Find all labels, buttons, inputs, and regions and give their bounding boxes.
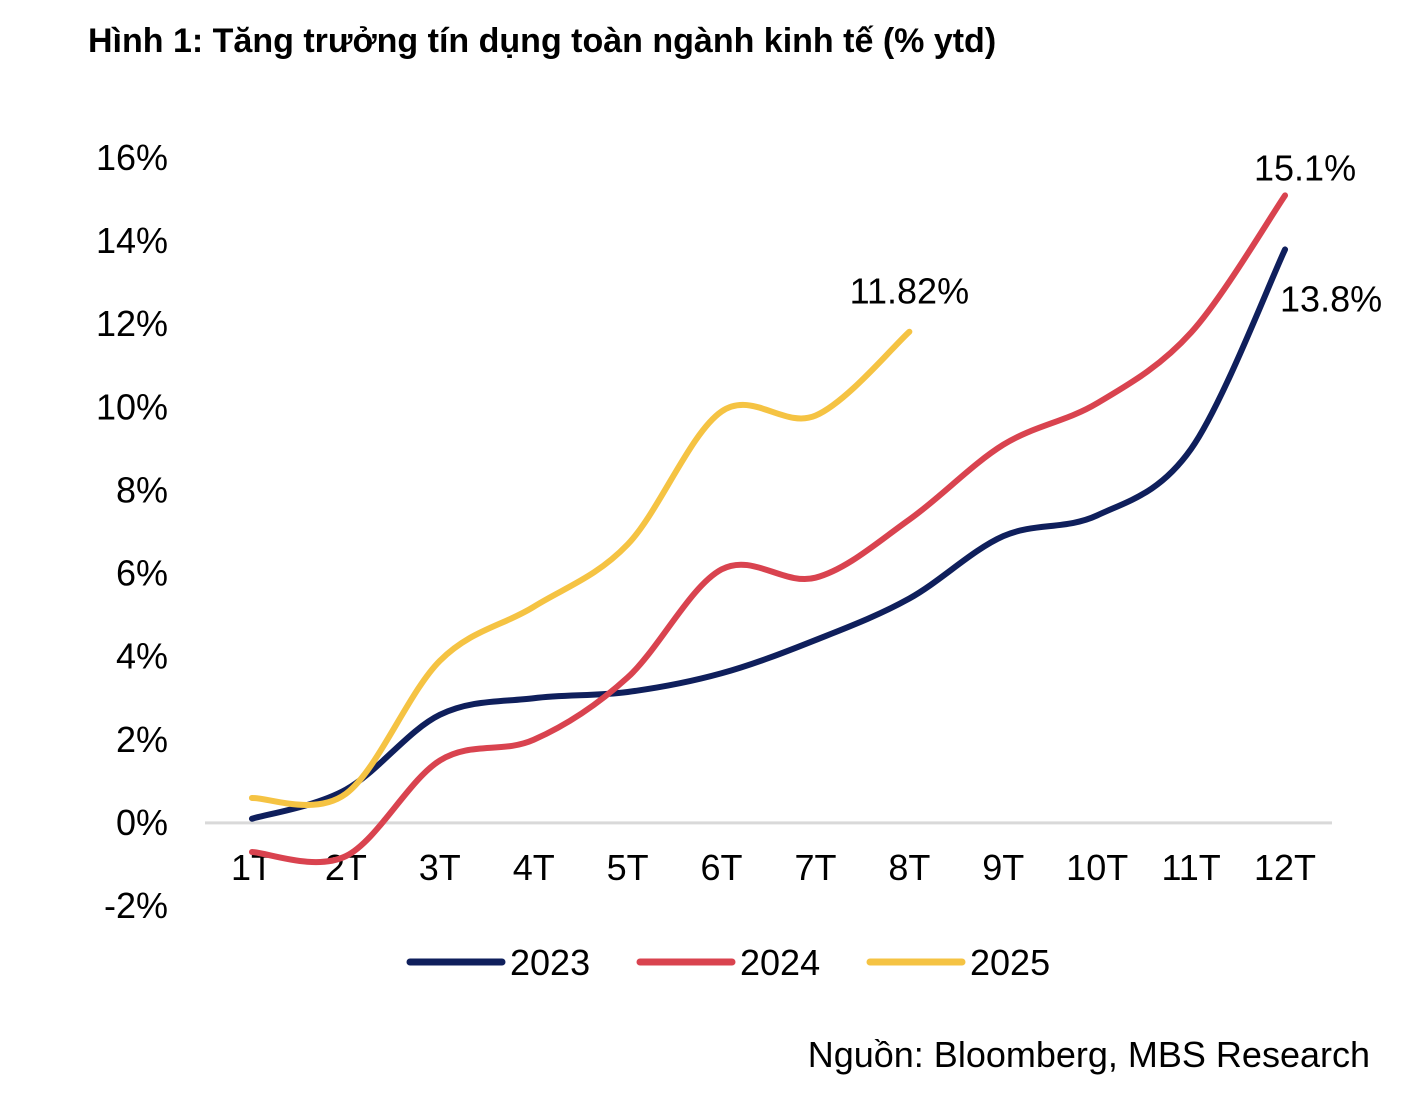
series-lines — [248, 192, 1289, 866]
series-line-2023 — [248, 246, 1289, 822]
y-tick-label: 0% — [116, 802, 168, 843]
x-tick-label: 12T — [1254, 847, 1316, 888]
y-tick-label: 16% — [96, 137, 168, 178]
chart-title: Hình 1: Tăng trưởng tín dụng toàn ngành … — [88, 22, 997, 60]
source-note: Nguồn: Bloomberg, MBS Research — [807, 1034, 1370, 1075]
data-label-2024: 15.1% — [1254, 147, 1356, 188]
y-tick-label: 2% — [116, 719, 168, 760]
data-label-2025: 11.82% — [850, 271, 969, 312]
data-label-2023: 13.8% — [1280, 278, 1382, 319]
y-tick-label: 4% — [116, 636, 168, 677]
y-tick-label: -2% — [104, 885, 168, 926]
legend-label-2025: 2025 — [970, 942, 1050, 983]
x-axis-labels: 1T 2T 3T 4T 5T 6T 7T 8T 9T 10T 11T 12T — [231, 847, 1316, 888]
line-chart: -2%0%2%4%6%8%10%12%14%16% 1T 2T 3T 4T 5T 6T 7T… — [96, 137, 1382, 983]
y-axis-labels: -2% 0% 2% 4% 6% 8% 10% 12% 14% 16% — [96, 137, 168, 926]
x-tick-label: 8T — [888, 847, 930, 888]
x-tick-label: 11T — [1161, 847, 1220, 888]
x-tick-label: 7T — [794, 847, 836, 888]
x-tick-label: 5T — [607, 847, 649, 888]
series-line-2024 — [248, 192, 1289, 866]
y-tick-label: 12% — [96, 303, 168, 344]
series-line-2025 — [248, 328, 913, 808]
legend: 2023 2024 2025 — [406, 942, 1050, 983]
y-tick-label: 10% — [96, 386, 168, 427]
y-tick-label: 14% — [96, 220, 168, 261]
legend-label-2023: 2023 — [510, 942, 590, 983]
y-tick-label: 8% — [116, 469, 168, 510]
x-tick-label: 4T — [513, 847, 555, 888]
x-tick-label: 10T — [1066, 847, 1128, 888]
x-tick-label: 9T — [982, 847, 1024, 888]
data-labels: 11.82% 15.1% 13.8% — [850, 147, 1382, 319]
y-tick-label: 6% — [116, 553, 168, 594]
x-tick-label: 3T — [419, 847, 461, 888]
legend-label-2024: 2024 — [740, 942, 820, 983]
x-tick-label: 6T — [701, 847, 743, 888]
